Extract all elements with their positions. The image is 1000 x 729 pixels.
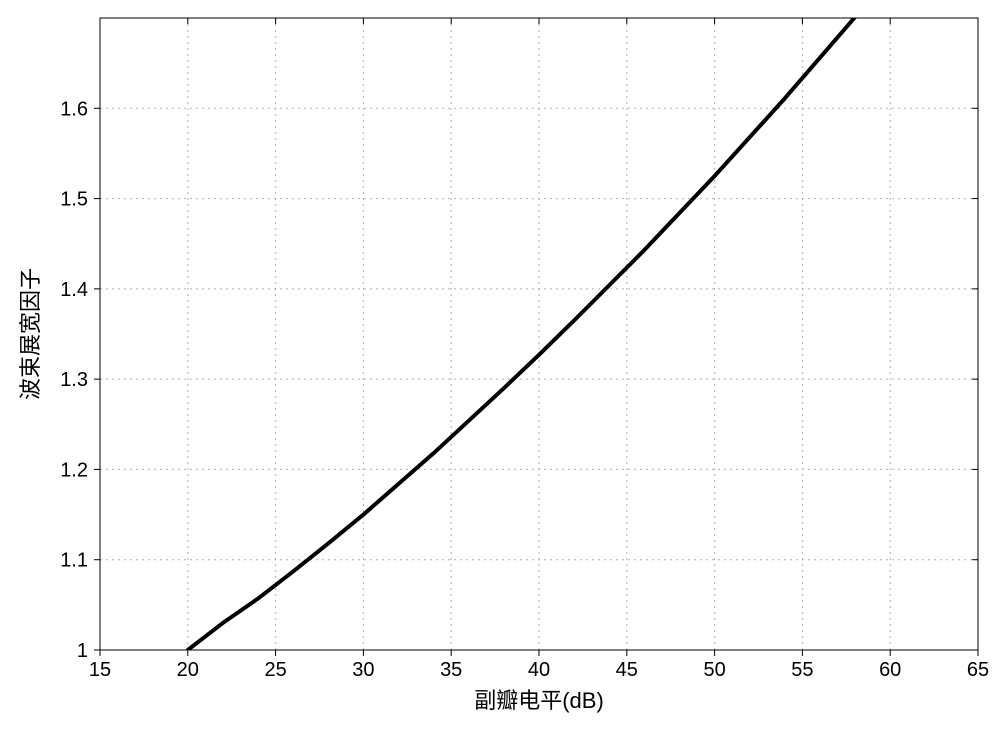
x-tick-label: 25 [264, 659, 286, 681]
x-tick-label: 15 [89, 659, 111, 681]
chart-svg: 15 20 25 30 35 40 45 50 55 60 65 1 1.1 1.2 1.3 1.4 1.5 1.… [0, 0, 1000, 729]
y-tick-label: 1.2 [60, 459, 88, 481]
y-tick-label: 1.5 [60, 189, 88, 211]
x-tick-label: 40 [528, 659, 550, 681]
x-tick-label: 60 [879, 659, 901, 681]
chart-container: 15 20 25 30 35 40 45 50 55 60 65 1 1.1 1.2 1.3 1.4 1.5 1.… [0, 0, 1000, 729]
y-tick-label: 1.6 [60, 98, 88, 120]
x-tick-label: 50 [703, 659, 725, 681]
y-tick-label: 1 [77, 640, 88, 662]
x-axis-label: 副瓣电平(dB) [474, 688, 604, 713]
x-tick-label: 55 [791, 659, 813, 681]
x-tick-label: 35 [440, 659, 462, 681]
y-axis-label: 波束展宽因子 [18, 268, 43, 400]
x-tick-label: 20 [177, 659, 199, 681]
x-tick-label: 65 [967, 659, 989, 681]
y-tick-label: 1.4 [60, 279, 88, 301]
x-tick-label: 30 [352, 659, 374, 681]
y-tick-label: 1.1 [60, 550, 88, 572]
chart-bg [0, 0, 1000, 729]
x-tick-label: 45 [616, 659, 638, 681]
y-tick-label: 1.3 [60, 369, 88, 391]
